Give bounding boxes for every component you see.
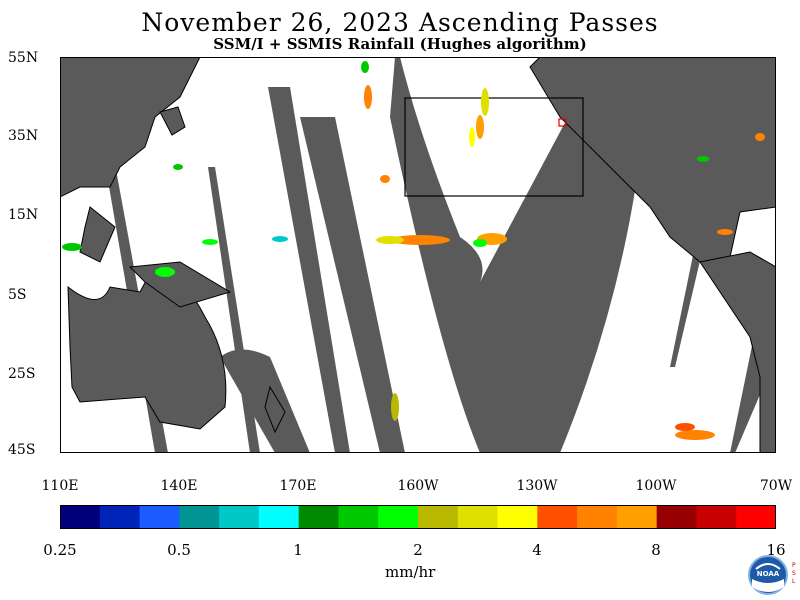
colorbar-swatch [497,505,538,529]
colorbar-tick: 2 [413,541,423,559]
colorbar-swatch [736,505,776,529]
rain-patch [697,156,709,162]
colorbar-swatch [577,505,618,529]
colorbar [60,505,776,529]
rain-patch [755,133,765,141]
rain-patch [469,127,475,147]
lat-label-25s: 25S [8,366,36,382]
colorbar-swatch [219,505,260,529]
rain-patch [376,236,404,244]
rain-patch [380,175,390,183]
colorbar-swatch [139,505,180,529]
lon-label-70w: 70W [759,478,793,494]
colorbar-swatch [378,505,419,529]
land-japan [159,106,186,136]
rain-patch [675,423,695,431]
swath-gap-3 [268,87,350,453]
colorbar-swatch [457,505,499,529]
colorbar-swatch [99,505,141,529]
lon-label-160w: 160W [397,478,439,494]
colorbar-swatch [258,505,300,529]
analysis-box [404,97,584,197]
colorbar-swatch [616,505,658,529]
rain-patch [476,115,484,139]
colorbar-swatch [60,505,101,529]
noaa-logo-text: NOAA [757,570,780,578]
land-masses [60,57,776,453]
rain-patch [62,243,82,251]
colorbar-frame [60,505,776,529]
rain-patch [675,430,715,440]
land-asia [60,57,201,198]
rain-patch [173,164,183,170]
lat-label-15n: 15N [8,207,39,223]
colorbar-swatch [537,505,578,529]
swath-gap-5 [390,57,660,453]
lat-label-35n: 35N [8,128,39,144]
lon-label-140e: 140E [160,478,198,494]
land-philippines [79,206,116,263]
land-north-america [529,57,776,268]
lon-label-170e: 170E [279,478,317,494]
rain-patch [717,229,733,235]
colorbar-tick: 0.25 [43,541,77,559]
map-frame [60,57,776,453]
lon-label-130w: 130W [516,478,558,494]
colorbar-swatch [418,505,459,529]
rainfall-patches [62,61,765,440]
swath-gap-8 [220,349,310,453]
lon-label-100w: 100W [635,478,677,494]
rain-patch [473,239,487,247]
colorbar-tick: 4 [532,541,542,559]
colorbar-tick: 0.5 [167,541,191,559]
rainfall-map [60,57,776,453]
rain-patch [155,267,175,277]
colorbar-swatch [298,505,339,529]
lon-label-110e: 110E [41,478,79,494]
rain-patch [202,239,218,245]
land-australia [67,274,227,430]
rain-patch [364,85,372,109]
land-south-america [699,251,776,453]
colorbar-tick: 8 [651,541,661,559]
swath-gap-4 [300,117,405,453]
lat-label-5s: 5S [8,287,27,303]
colorbar-tick: 16 [766,541,786,559]
lat-label-45s: 45S [8,442,36,458]
land-new-zealand-north [264,385,286,434]
colorbar-swatch [696,505,737,529]
analysis-marker [558,118,567,127]
land-new-guinea [128,261,232,308]
rain-patch [481,88,489,116]
colorbar-unit: mm/hr [385,563,436,581]
colorbar-swatch [338,505,379,529]
rain-patch [391,393,399,421]
colorbar-swatch [656,505,697,529]
lat-label-55n: 55N [8,50,39,66]
rain-patch [272,236,288,242]
colorbar-swatch [179,505,220,529]
map-subtitle: SSM/I + SSMIS Rainfall (Hughes algorithm… [213,35,587,53]
swath-gaps [107,57,776,453]
rain-patch [361,61,369,73]
rain-patch [390,235,450,245]
colorbar-tick: 1 [293,541,303,559]
map-title: November 26, 2023 Ascending Passes [141,8,659,37]
